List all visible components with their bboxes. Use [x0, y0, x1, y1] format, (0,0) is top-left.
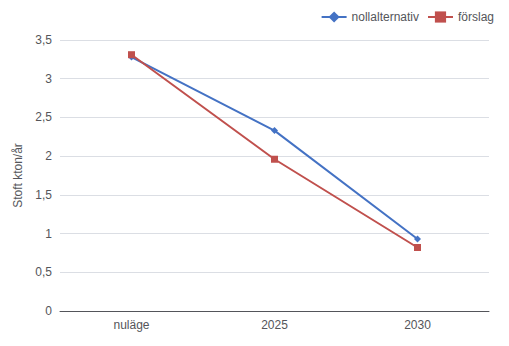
svg-text:2: 2 [45, 149, 52, 163]
svg-text:2025: 2025 [261, 318, 288, 332]
svg-text:0: 0 [45, 304, 52, 318]
svg-text:Stoft kton/år: Stoft kton/år [11, 143, 25, 208]
svg-text:3,5: 3,5 [35, 33, 52, 47]
svg-text:0,5: 0,5 [35, 265, 52, 279]
svg-text:nuläge: nuläge [113, 318, 149, 332]
svg-text:2030: 2030 [404, 318, 431, 332]
svg-text:2,5: 2,5 [35, 110, 52, 124]
svg-text:1: 1 [45, 227, 52, 241]
svg-text:nollalternativ: nollalternativ [352, 10, 419, 24]
svg-text:förslag: förslag [458, 10, 494, 24]
svg-text:1,5: 1,5 [35, 188, 52, 202]
svg-text:3: 3 [45, 72, 52, 86]
